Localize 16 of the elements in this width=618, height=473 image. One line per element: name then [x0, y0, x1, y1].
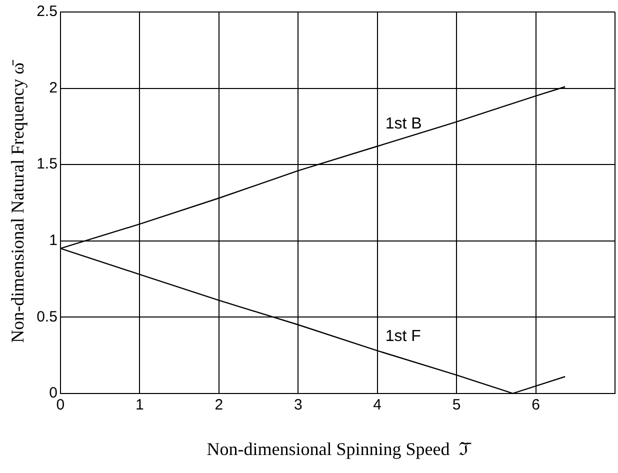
y-tick-label: 2.5 — [36, 3, 58, 20]
series-label: 1st B — [385, 116, 422, 133]
x-tick-label: 1 — [136, 396, 144, 414]
x-tick-label: 2 — [214, 396, 224, 414]
y-tick-label: 1 — [49, 232, 58, 249]
x-tick-label: 3 — [294, 396, 302, 414]
x-tick-label: 6 — [532, 396, 540, 414]
y-axis-title: Non-dimensional Natural Frequency ω̄ — [8, 60, 28, 343]
y-tick-label: 0.5 — [36, 308, 58, 326]
x-tick-label: 5 — [452, 396, 461, 414]
x-axis-title: Non-dimensional Spinning Speed ℑ̄ — [206, 438, 472, 459]
series-label: 1st F — [385, 328, 422, 346]
y-tick-label: 2 — [49, 79, 58, 96]
x-tick-label: 4 — [373, 396, 382, 414]
y-tick-label: 1.5 — [36, 156, 58, 173]
y-tick-label: 0 — [49, 384, 58, 402]
